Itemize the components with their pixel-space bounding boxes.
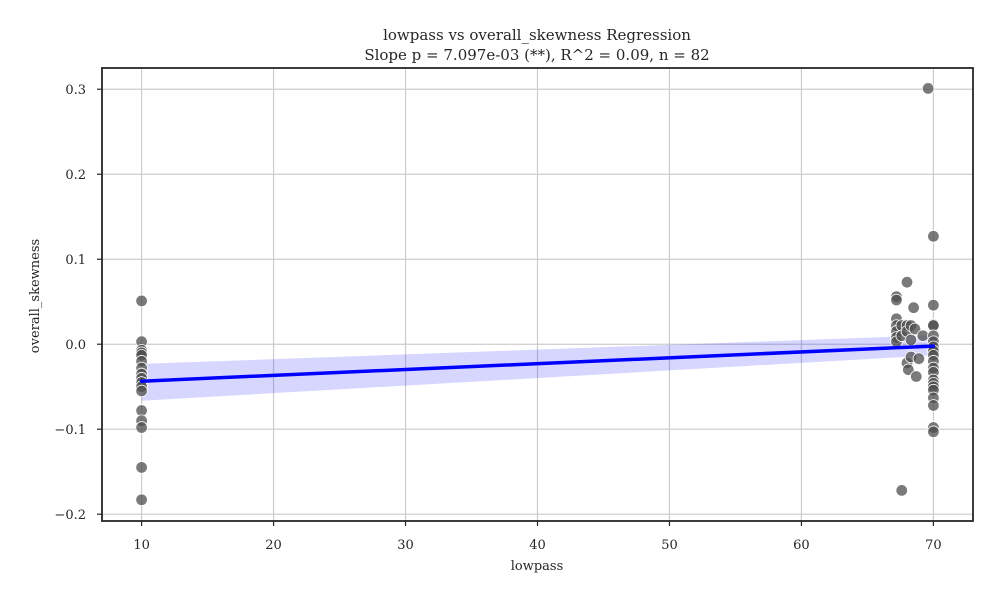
scatter-point [135,294,148,308]
scatter-point [135,461,148,474]
regression-line-layer [139,344,936,383]
confidence-band-layer [141,335,934,401]
scatter-point [927,298,940,312]
regression-line [139,344,936,383]
x-tick-label: 50 [661,538,678,553]
scatter-point [907,301,920,314]
x-tick-label: 30 [397,538,414,553]
y-tick-label: −0.1 [54,423,86,438]
scatter-point [135,421,148,434]
scatter-point [890,293,903,307]
x-tick-label: 20 [265,538,282,553]
scatter-point [921,82,935,95]
y-tick-label: 0.2 [65,168,86,183]
scatter-point [927,399,940,412]
scatter-point [927,230,940,243]
x-axis-label: lowpass [511,559,564,574]
y-tick-label: 0.1 [65,253,86,268]
scatter-point [912,352,926,365]
axis-ticks: 10 20 30 40 50 60 70 −0.2 −0.1 0.0 0.1 0.2 0.3 [54,83,941,553]
confidence-band [141,335,934,401]
scatter-point [135,493,148,506]
x-tick-label: 40 [529,538,546,553]
y-tick-label: 0.3 [65,83,86,98]
x-tick-label: 70 [925,538,942,553]
y-tick-label: 0.0 [65,338,86,353]
scatter-point [895,484,908,497]
scatter-point [916,329,930,342]
chart-title: lowpass vs overall_skewness Regression [383,26,691,44]
grid [102,68,973,521]
scatter-point [908,322,922,336]
scatter-point [904,333,918,347]
scatter-points [135,82,940,506]
x-tick-label: 60 [793,538,810,553]
y-axis-label: overall_skewness [28,239,43,353]
scatter-point [900,275,914,289]
scatter-point [927,425,940,438]
scatter-point [910,370,923,383]
scatter-point [135,384,148,398]
scatter-point [902,363,915,376]
y-tick-label: −0.2 [54,508,86,523]
chart-subtitle: Slope p = 7.097e-03 (**), R^2 = 0.09, n … [364,46,709,64]
x-tick-label: 10 [133,538,150,553]
